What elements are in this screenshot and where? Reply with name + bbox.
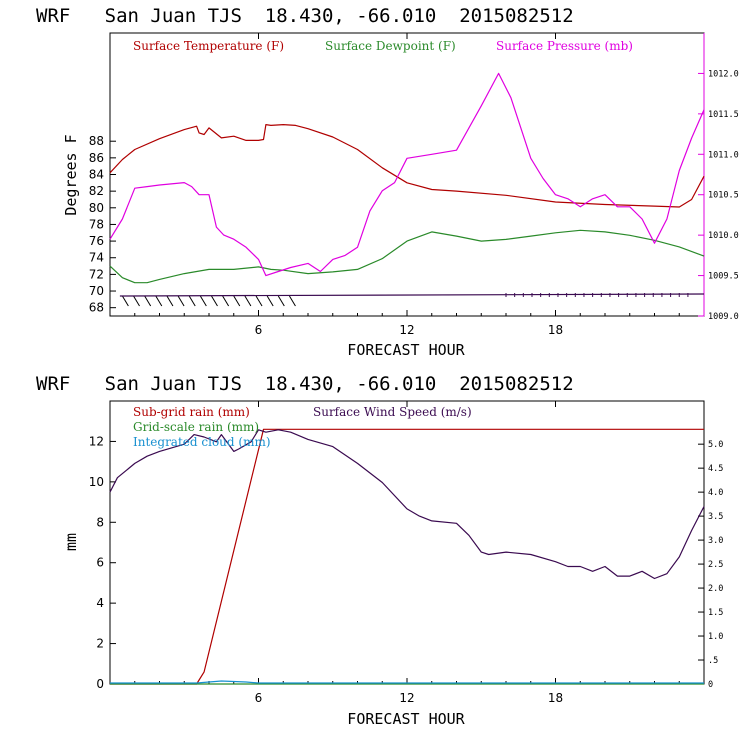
- wind-barb: [144, 295, 152, 307]
- chart2-ytick-label: 12: [89, 434, 104, 448]
- chart1-y2tick-label: 1009.5: [708, 272, 739, 282]
- chart1-ylabel: Degrees F: [62, 134, 80, 215]
- chart1-ytick-label: 68: [89, 301, 104, 315]
- wind-barb: [133, 295, 140, 307]
- chart2-y2tick-label: 3.0: [708, 536, 723, 546]
- chart2-ytick-label: 0: [96, 677, 104, 691]
- chart2-xtick-label: 6: [255, 691, 263, 705]
- chart2-xtick-label: 12: [399, 691, 414, 705]
- chart1-legend-dewpoint: Surface Dewpoint (F): [325, 39, 456, 53]
- chart1-y2tick-label: 1010.5: [708, 191, 739, 201]
- chart1-y2tick-label: 1011.5: [708, 110, 739, 120]
- wind-barb: [244, 295, 252, 307]
- wind-barb: [289, 295, 296, 307]
- wind-barb: [222, 295, 230, 307]
- wind-barb: [255, 295, 263, 307]
- chart1-ytick-label: 86: [89, 151, 104, 165]
- chart1-series-surface-dewpoint-f: [109, 229, 705, 284]
- chart2-legend-wind: Surface Wind Speed (m/s): [313, 405, 472, 419]
- chart2-y2tick-label: 1.5: [708, 608, 723, 618]
- chart2-xtick-label: 18: [548, 691, 563, 705]
- chart1-legend-temperature: Surface Temperature (F): [133, 39, 284, 53]
- chart1-series-surface-temperature-f: [109, 124, 705, 208]
- chart1-xtick-label: 12: [399, 323, 414, 337]
- wind-barb: [199, 295, 207, 307]
- chart2-series-surface-wind-speed-m-s: [109, 429, 705, 580]
- chart1-ytick-label: 78: [89, 217, 104, 231]
- chart1-title: WRF San Juan TJS 18.430, -66.010 2015082…: [36, 5, 574, 27]
- chart2-ytick-label: 6: [96, 556, 104, 570]
- chart-rain-wind: WRF San Juan TJS 18.430, -66.010 2015082…: [36, 373, 723, 728]
- chart2-legend-cloud: Integrated cloud (mm): [133, 435, 271, 449]
- chart2-series-sub-grid-rain-mm: [110, 428, 704, 685]
- chart1-ytick-label: 84: [89, 168, 104, 182]
- wind-barb: [121, 295, 129, 307]
- chart2-legend-subgrid: Sub-grid rain (mm): [133, 405, 250, 419]
- chart-temperature-pressure: WRF San Juan TJS 18.430, -66.010 2015082…: [36, 5, 739, 359]
- chart1-ytick-label: 74: [89, 251, 104, 265]
- chart1-legend-pressure: Surface Pressure (mb): [496, 39, 633, 53]
- chart2-ytick-label: 2: [96, 637, 104, 651]
- chart1-ytick-label: 80: [89, 201, 104, 215]
- chart1-ytick-label: 70: [89, 284, 104, 298]
- chart2-ytick-label: 4: [96, 596, 104, 610]
- wind-barb: [177, 295, 185, 307]
- chart2-ytick-label: 10: [89, 475, 104, 489]
- chart2-y2tick-label: 3.5: [708, 512, 723, 522]
- chart2-y2tick-label: 1.0: [708, 632, 723, 642]
- chart1-ytick-label: 82: [89, 184, 104, 198]
- wind-barb: [155, 295, 163, 307]
- wind-barbs: [119, 293, 705, 307]
- chart1-xlabel: FORECAST HOUR: [347, 341, 465, 359]
- chart2-y2tick-label: .5: [708, 656, 718, 666]
- chart2-y2tick-label: 0: [708, 680, 713, 690]
- chart2-ytick-label: 8: [96, 515, 104, 529]
- wind-barb-baseline: [119, 293, 705, 297]
- chart1-series-surface-pressure-mb: [109, 72, 705, 277]
- chart2-xlabel: FORECAST HOUR: [347, 710, 465, 728]
- wind-barb: [166, 295, 174, 307]
- chart2-ylabel: mm: [62, 533, 80, 551]
- chart1-y2tick-label: 1009.0: [708, 312, 739, 322]
- chart1-y2tick-label: 1010.0: [708, 231, 739, 241]
- chart2-legend-gridscale: Grid-scale rain (mm): [133, 420, 259, 434]
- wind-barb: [233, 295, 241, 307]
- chart1-frame: [109, 32, 705, 317]
- wind-barb: [188, 295, 196, 307]
- wind-barb: [266, 295, 274, 307]
- wind-barb: [277, 295, 285, 307]
- chart1-y2tick-label: 1012.0: [708, 69, 739, 79]
- chart2-y2tick-label: 2.5: [708, 560, 723, 570]
- chart1-ytick-label: 72: [89, 267, 104, 281]
- chart2-title: WRF San Juan TJS 18.430, -66.010 2015082…: [36, 373, 574, 395]
- chart2-y2tick-label: 2.0: [708, 584, 723, 594]
- chart2-series-integrated-cloud-mm: [110, 680, 704, 684]
- chart1-ytick-label: 76: [89, 234, 104, 248]
- wind-barb: [211, 295, 218, 307]
- chart1-xtick-label: 6: [255, 323, 263, 337]
- chart2-y2tick-label: 4.5: [708, 464, 723, 474]
- chart1-ytick-label: 88: [89, 134, 104, 148]
- chart2-y2tick-label: 4.0: [708, 488, 723, 498]
- chart2-y2tick-label: 5.0: [708, 440, 723, 450]
- chart1-y2tick-label: 1011.0: [708, 150, 739, 160]
- chart1-xtick-label: 18: [548, 323, 563, 337]
